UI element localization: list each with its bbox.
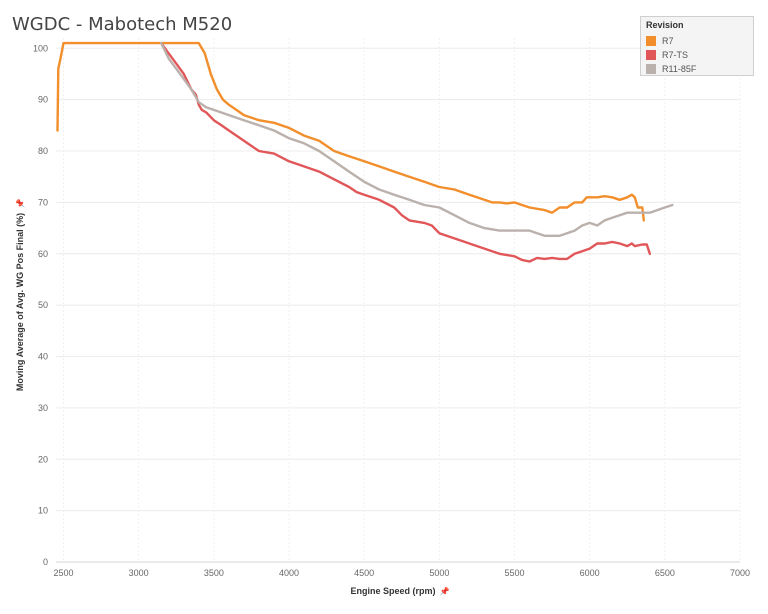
- legend-label: R11-85F: [662, 64, 697, 74]
- y-axis-label[interactable]: Moving Average of Avg. WG Pos Final (%) 📌: [15, 199, 25, 391]
- x-tick-label: 3000: [129, 568, 149, 578]
- legend-item-r7[interactable]: R7: [646, 34, 748, 48]
- y-tick-label: 100: [33, 43, 48, 53]
- y-tick-label: 60: [38, 249, 48, 259]
- legend-title: Revision: [646, 20, 684, 30]
- x-tick-label: 4000: [279, 568, 299, 578]
- y-tick-label: 30: [38, 403, 48, 413]
- series-line-r11-85f[interactable]: [160, 41, 674, 237]
- x-axis-ticks: 2500 3000 3500 4000 4500 5000 5500 6000 6500 7000: [54, 568, 751, 578]
- x-tick-label: 6000: [580, 568, 600, 578]
- y-tick-label: 40: [38, 352, 48, 362]
- pin-icon[interactable]: 📌: [16, 198, 25, 209]
- series-line-r7[interactable]: [56, 41, 645, 222]
- gridlines: [56, 38, 741, 563]
- x-tick-label: 4500: [354, 568, 374, 578]
- x-tick-label: 5000: [429, 568, 449, 578]
- y-tick-label: 10: [38, 506, 48, 516]
- y-tick-label: 50: [38, 300, 48, 310]
- y-tick-label: 80: [38, 146, 48, 156]
- legend-item-r7-ts[interactable]: R7-TS: [646, 48, 748, 62]
- legend-swatch: [646, 64, 656, 74]
- series-line-r7-ts[interactable]: [160, 41, 651, 263]
- y-tick-label: 0: [43, 557, 48, 567]
- legend-swatch: [646, 36, 656, 46]
- legend-swatch: [646, 50, 656, 60]
- x-axis-label[interactable]: Engine Speed (rpm) 📌: [351, 586, 450, 596]
- y-axis-ticks: 0 10 20 30 40 50 60 70 80 90 100: [33, 43, 48, 567]
- legend[interactable]: Revision R7 R7-TS R11-85F: [640, 16, 754, 76]
- chart-title: WGDC - Mabotech M520: [12, 14, 233, 35]
- y-tick-label: 20: [38, 454, 48, 464]
- x-tick-label: 7000: [730, 568, 750, 578]
- x-tick-label: 2500: [54, 568, 74, 578]
- x-tick-label: 3500: [204, 568, 224, 578]
- y-axis-label-text: Moving Average of Avg. WG Pos Final (%): [15, 212, 25, 392]
- y-tick-label: 90: [38, 95, 48, 105]
- legend-item-r11-85f[interactable]: R11-85F: [646, 62, 748, 76]
- x-tick-label: 5500: [504, 568, 524, 578]
- pin-icon[interactable]: 📌: [439, 587, 450, 596]
- x-tick-label: 6500: [655, 568, 675, 578]
- x-axis-label-text: Engine Speed (rpm): [350, 586, 436, 596]
- y-tick-label: 70: [38, 197, 48, 207]
- legend-label: R7-TS: [662, 50, 689, 60]
- series-lines: [56, 41, 674, 263]
- legend-label: R7: [662, 36, 674, 46]
